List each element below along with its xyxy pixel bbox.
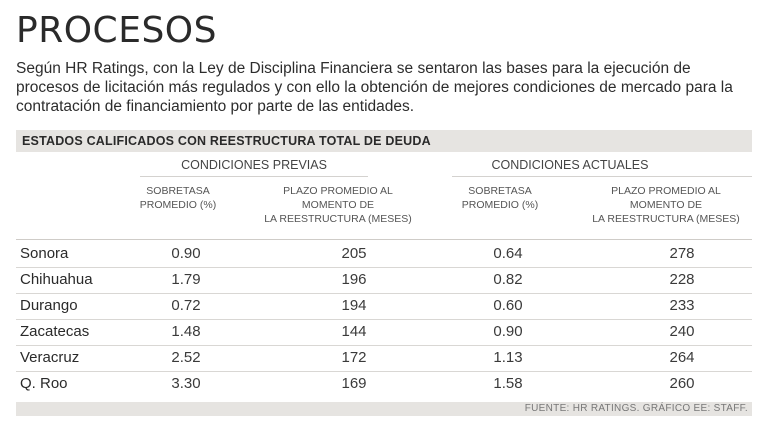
curr-rate-cell: 0.60 [493, 297, 523, 314]
column-header-line: PROMEDIO (%) [461, 199, 539, 211]
source-footer: FUENTE: HR RATINGS. GRÁFICO EE: STAFF. [16, 402, 752, 416]
row-divider [16, 319, 752, 320]
prev-term-cell: 205 [341, 245, 367, 262]
state-name: Veracruz [20, 349, 80, 366]
prev-rate-cell: 2.52 [171, 349, 201, 366]
table-row: Zacatecas 1.48 144 0.90 240 [16, 320, 752, 346]
row-divider [16, 345, 752, 346]
column-header-line: MOMENTO DE [301, 199, 375, 211]
intro-paragraph: Según HR Ratings, con la Ley de Discipli… [16, 60, 733, 115]
row-divider [16, 371, 752, 372]
state-name: Q. Roo [20, 375, 68, 392]
column-header-line: PLAZO PROMEDIO AL [283, 185, 393, 197]
prev-term-cell: 172 [341, 349, 367, 366]
column-header-prev-term: PLAZO PROMEDIO AL MOMENTO DE LA REESTRUC… [258, 184, 418, 226]
column-header-line: PLAZO PROMEDIO AL [611, 185, 721, 197]
curr-rate-cell: 0.64 [493, 245, 523, 262]
prev-rate-cell: 1.79 [171, 271, 201, 288]
curr-term-cell: 264 [669, 349, 695, 366]
column-header-line: LA REESTRUCTURA (MESES) [264, 213, 412, 225]
curr-rate-cell: 1.13 [493, 349, 523, 366]
curr-term-cell: 233 [669, 297, 695, 314]
column-header-prev-rate: SOBRETASA PROMEDIO (%) [128, 184, 228, 212]
column-header-line: MOMENTO DE [629, 199, 703, 211]
prev-rate-cell: 0.72 [171, 297, 201, 314]
state-name: Sonora [20, 245, 69, 262]
table-section-header: ESTADOS CALIFICADOS CON REESTRUCTURA TOT… [16, 130, 752, 152]
table-row: Durango 0.72 194 0.60 233 [16, 294, 752, 320]
prev-term-cell: 194 [341, 297, 367, 314]
prev-term-cell: 196 [341, 271, 367, 288]
column-header-curr-term: PLAZO PROMEDIO AL MOMENTO DE LA REESTRUC… [586, 184, 746, 226]
group-header-actuales: CONDICIONES ACTUALES [491, 158, 649, 172]
page-title: PROCESOS [16, 10, 217, 51]
state-name: Durango [20, 297, 78, 314]
table-row: Sonora 0.90 205 0.64 278 [16, 242, 752, 268]
table-section-title: ESTADOS CALIFICADOS CON REESTRUCTURA TOT… [22, 134, 431, 148]
column-header-line: LA REESTRUCTURA (MESES) [592, 213, 740, 225]
curr-rate-cell: 1.58 [493, 375, 523, 392]
curr-rate-cell: 0.82 [493, 271, 523, 288]
group-divider-previas [140, 176, 368, 177]
prev-term-cell: 169 [341, 375, 367, 392]
column-header-line: SOBRETASA [468, 185, 532, 197]
column-header-line: PROMEDIO (%) [139, 199, 217, 211]
prev-rate-cell: 0.90 [171, 245, 201, 262]
state-name: Chihuahua [20, 271, 93, 288]
state-name: Zacatecas [20, 323, 90, 340]
row-divider [16, 267, 752, 268]
curr-term-cell: 260 [669, 375, 695, 392]
group-divider-actuales [452, 176, 752, 177]
source-credit: FUENTE: HR RATINGS. GRÁFICO EE: STAFF. [524, 403, 748, 414]
curr-term-cell: 228 [669, 271, 695, 288]
curr-term-cell: 278 [669, 245, 695, 262]
header-divider [16, 239, 752, 240]
prev-rate-cell: 1.48 [171, 323, 201, 340]
curr-rate-cell: 0.90 [493, 323, 523, 340]
group-header-previas: CONDICIONES PREVIAS [181, 158, 327, 172]
curr-term-cell: 240 [669, 323, 695, 340]
table-row: Chihuahua 1.79 196 0.82 228 [16, 268, 752, 294]
column-header-line: SOBRETASA [146, 185, 210, 197]
table-row: Veracruz 2.52 172 1.13 264 [16, 346, 752, 372]
prev-rate-cell: 3.30 [171, 375, 201, 392]
prev-term-cell: 144 [341, 323, 367, 340]
column-header-curr-rate: SOBRETASA PROMEDIO (%) [450, 184, 550, 212]
table-row: Q. Roo 3.30 169 1.58 260 [16, 372, 752, 398]
row-divider [16, 293, 752, 294]
